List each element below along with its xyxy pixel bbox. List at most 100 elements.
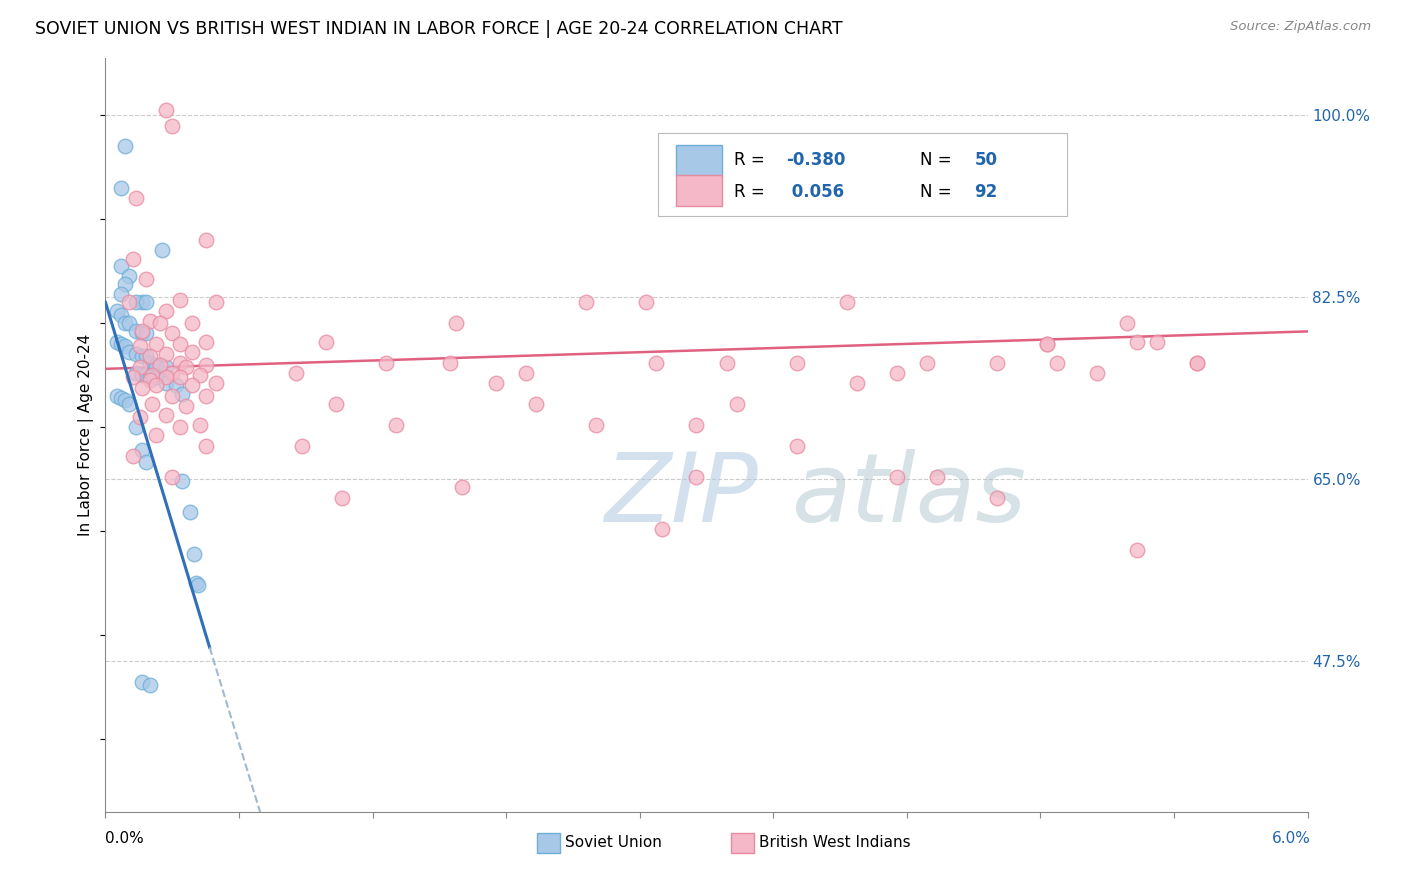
Point (145, 359, 167, 374)
Point (786, 355, 808, 369)
Point (636, 295, 658, 310)
Point (1085, 366, 1108, 380)
Point (131, 368, 153, 382)
Text: ZIP: ZIP (605, 449, 758, 541)
Text: SOVIET UNION VS BRITISH WEST INDIAN IN LABOR FORCE | AGE 20-24 CORRELATION CHART: SOVIET UNION VS BRITISH WEST INDIAN IN L… (35, 20, 842, 37)
Point (110, 308, 132, 322)
Bar (731, 833, 754, 853)
Point (1187, 355, 1209, 369)
Point (124, 325, 146, 339)
Point (128, 339, 150, 353)
Point (716, 355, 738, 369)
Point (131, 674, 153, 689)
Point (145, 378, 167, 392)
Text: N =: N = (921, 183, 957, 201)
Point (1126, 542, 1149, 557)
Point (150, 244, 173, 258)
Point (155, 376, 177, 391)
Point (180, 378, 202, 392)
Point (138, 314, 160, 328)
Point (524, 397, 547, 411)
Point (114, 277, 136, 291)
Point (165, 378, 187, 392)
Text: R =: R = (734, 183, 770, 201)
Point (1187, 355, 1209, 369)
Point (179, 505, 201, 519)
Text: 50: 50 (974, 151, 998, 169)
Y-axis label: In Labor Force | Age 20-24: In Labor Force | Age 20-24 (77, 334, 94, 536)
Point (114, 316, 136, 330)
Point (135, 295, 157, 310)
Point (124, 347, 146, 361)
Point (110, 337, 132, 351)
Point (184, 576, 207, 591)
Text: Soviet Union: Soviet Union (565, 836, 662, 850)
Point (138, 373, 160, 387)
Point (148, 358, 170, 372)
Point (122, 252, 145, 266)
Point (118, 316, 141, 330)
Point (585, 417, 607, 432)
Text: 0.056: 0.056 (786, 183, 844, 201)
Point (204, 295, 226, 310)
Point (160, 119, 183, 133)
Point (138, 678, 160, 692)
Point (174, 399, 197, 413)
Point (145, 428, 167, 442)
Point (135, 368, 157, 382)
Point (180, 316, 202, 330)
Point (180, 345, 202, 359)
Point (110, 287, 132, 301)
Point (1036, 337, 1059, 351)
FancyBboxPatch shape (658, 134, 1067, 216)
Point (204, 376, 226, 391)
Point (114, 139, 136, 153)
Point (124, 420, 146, 434)
Point (110, 181, 132, 195)
Point (986, 355, 1008, 369)
Text: -0.380: -0.380 (786, 151, 845, 169)
Point (128, 409, 150, 424)
Point (886, 470, 908, 484)
Point (160, 389, 183, 403)
Point (155, 408, 177, 422)
Bar (537, 833, 560, 853)
Point (138, 350, 160, 364)
Point (925, 470, 948, 484)
Point (451, 480, 474, 494)
Point (135, 272, 157, 286)
Point (187, 578, 209, 592)
Point (135, 455, 157, 469)
Point (155, 303, 177, 318)
Point (374, 355, 396, 369)
Point (114, 339, 136, 353)
Point (194, 334, 217, 349)
Point (160, 366, 183, 380)
Point (1146, 334, 1168, 349)
Point (485, 376, 508, 391)
Point (284, 366, 307, 380)
Point (122, 449, 145, 463)
Point (444, 316, 467, 330)
Point (145, 337, 167, 351)
Point (169, 420, 191, 434)
Point (124, 366, 146, 380)
Point (651, 522, 673, 536)
Point (1036, 337, 1059, 351)
Point (194, 233, 217, 247)
Point (107, 389, 129, 403)
Point (141, 368, 163, 382)
Point (188, 417, 211, 432)
Point (107, 334, 129, 349)
Point (131, 295, 153, 310)
Point (135, 326, 157, 341)
Point (160, 470, 183, 484)
Point (835, 295, 858, 310)
Point (141, 397, 163, 411)
Point (786, 439, 808, 453)
Point (118, 397, 141, 411)
Text: R =: R = (734, 151, 770, 169)
Text: 6.0%: 6.0% (1271, 831, 1310, 846)
Point (131, 442, 153, 457)
Point (194, 389, 217, 403)
